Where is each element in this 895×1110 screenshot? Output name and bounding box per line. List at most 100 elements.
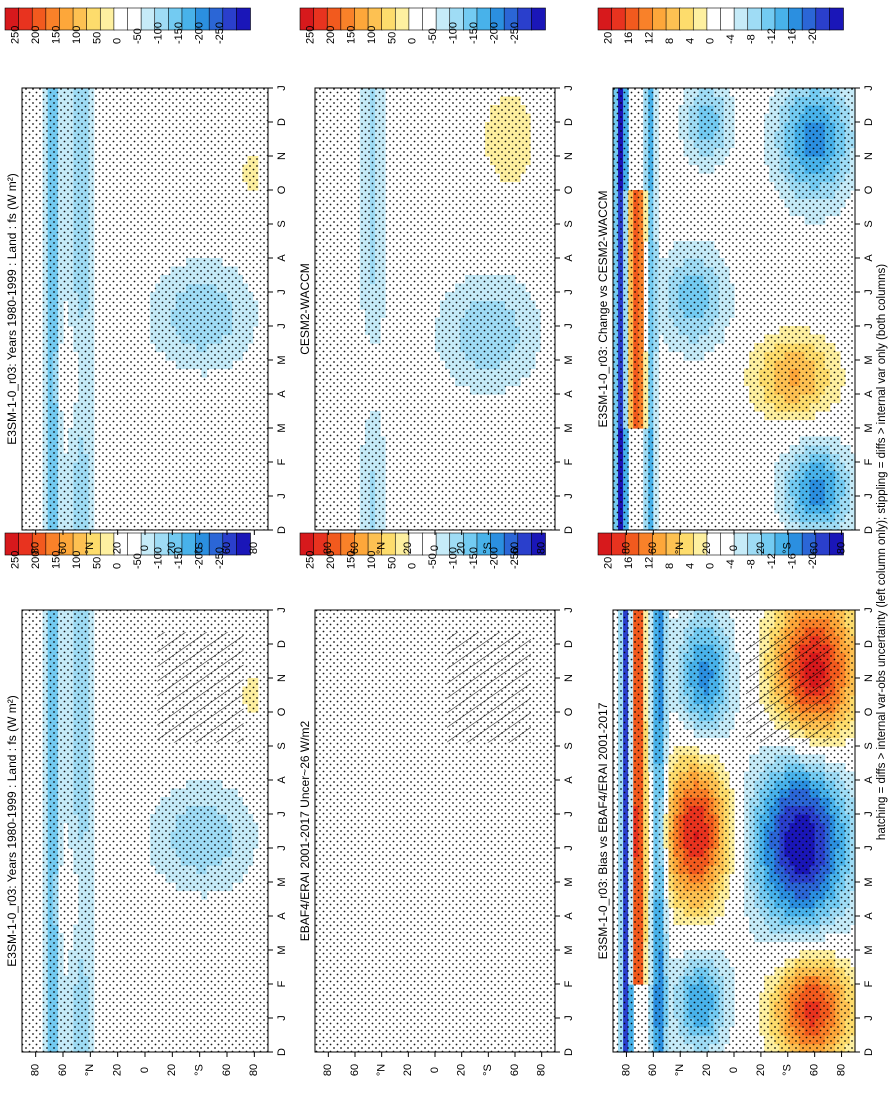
month-label: N: [563, 674, 575, 682]
month-label: D: [863, 118, 875, 126]
lat-label: 0: [429, 545, 441, 551]
lat-label: °S: [782, 1064, 794, 1076]
month-label: J: [563, 1015, 575, 1021]
colorbar-swatch: [816, 8, 830, 30]
month-label: J: [863, 811, 875, 817]
colorbar-swatch: [423, 8, 437, 30]
lat-label: 80: [248, 1064, 260, 1076]
lat-label: 60: [349, 1064, 361, 1076]
colorbar-swatch: [236, 8, 250, 30]
month-label: S: [276, 742, 288, 749]
month-label: J: [276, 845, 288, 851]
lat-label: 60: [57, 1064, 69, 1076]
colorbar-label: 4: [684, 38, 696, 44]
month-label: F: [863, 458, 875, 465]
lat-label: 0: [139, 545, 151, 551]
colorbar-swatch: [395, 8, 409, 30]
month-label: D: [276, 1048, 288, 1056]
lat-label: 60: [349, 542, 361, 554]
lat-label: 20: [402, 1064, 414, 1076]
lat-label: 80: [322, 542, 334, 554]
lat-label: 80: [322, 1064, 334, 1076]
colorbar-label: 250: [10, 26, 22, 44]
lat-label: 80: [30, 542, 42, 554]
lat-label: 60: [647, 542, 659, 554]
colorbar-label: 0: [705, 563, 717, 569]
month-label: M: [863, 877, 875, 886]
lat-label: 80: [835, 1064, 847, 1076]
colorbar-label: 100: [71, 551, 83, 569]
lat-label: 60: [57, 542, 69, 554]
colorbar-label: 12: [643, 557, 655, 569]
month-label: A: [276, 390, 288, 398]
lat-label: 80: [620, 1064, 632, 1076]
colorbar-label: -250: [509, 22, 521, 44]
colorbar-label: 250: [305, 26, 317, 44]
month-label: J: [563, 811, 575, 817]
month-label: O: [276, 707, 288, 716]
colorbar-swatch: [598, 533, 612, 555]
colorbar-label: 50: [386, 32, 398, 44]
month-label: D: [863, 526, 875, 534]
hatching-bottom-left: [746, 632, 831, 743]
month-label: M: [563, 355, 575, 364]
month-label: D: [563, 640, 575, 648]
month-label: J: [863, 607, 875, 613]
month-label: J: [863, 845, 875, 851]
colorbar-swatch: [734, 8, 748, 30]
colorbar-swatch: [639, 8, 653, 30]
colorbar-label: -16: [786, 28, 798, 44]
lat-label: 20: [701, 1064, 713, 1076]
colorbar-label: 150: [345, 26, 357, 44]
lat-label: °S: [482, 542, 494, 554]
month-label: D: [276, 640, 288, 648]
month-label: D: [863, 1048, 875, 1056]
lat-label: 0: [139, 1067, 151, 1073]
colorbar-label: 250: [305, 551, 317, 569]
month-label: D: [276, 118, 288, 126]
month-label: O: [863, 707, 875, 716]
month-label: M: [863, 945, 875, 954]
lat-label: 60: [809, 1064, 821, 1076]
month-label: M: [276, 877, 288, 886]
lat-label: °N: [674, 1064, 686, 1076]
colorbar-label: -20: [807, 553, 819, 569]
lat-label: 60: [221, 1064, 233, 1076]
lat-label: 80: [835, 542, 847, 554]
lat-label: 80: [30, 1064, 42, 1076]
lat-label: 20: [456, 542, 468, 554]
colorbar-swatch: [802, 8, 816, 30]
colorbar-label: -8: [746, 34, 758, 44]
lat-label: 60: [509, 542, 521, 554]
colorbar-swatch: [128, 8, 142, 30]
lat-label: °S: [482, 1064, 494, 1076]
month-label: S: [563, 220, 575, 227]
colorbar-swatch: [748, 8, 762, 30]
lat-label: °S: [194, 542, 206, 554]
month-label: N: [276, 674, 288, 682]
colorbar-swatch: [100, 8, 114, 30]
month-label: M: [563, 423, 575, 432]
month-label: O: [563, 185, 575, 194]
month-label: A: [276, 254, 288, 262]
month-label: J: [276, 85, 288, 91]
month-label: J: [563, 607, 575, 613]
month-label: O: [863, 185, 875, 194]
colorbar-label: 20: [603, 557, 615, 569]
month-label: N: [863, 674, 875, 682]
colorbar-swatch: [409, 8, 423, 30]
colorbar-label: -50: [132, 553, 144, 569]
month-label: D: [563, 526, 575, 534]
lat-label: 0: [728, 1067, 740, 1073]
month-label: J: [563, 289, 575, 295]
colorbar-swatch: [707, 8, 721, 30]
colorbar-label: -8: [746, 559, 758, 569]
colorbar-swatch: [829, 8, 843, 30]
panel-title: E3SM-1-0_r03: Years 1980-1999 : Land : f…: [5, 173, 19, 444]
month-label: J: [563, 845, 575, 851]
colorbar-label: 8: [664, 563, 676, 569]
lat-label: 20: [112, 1064, 124, 1076]
